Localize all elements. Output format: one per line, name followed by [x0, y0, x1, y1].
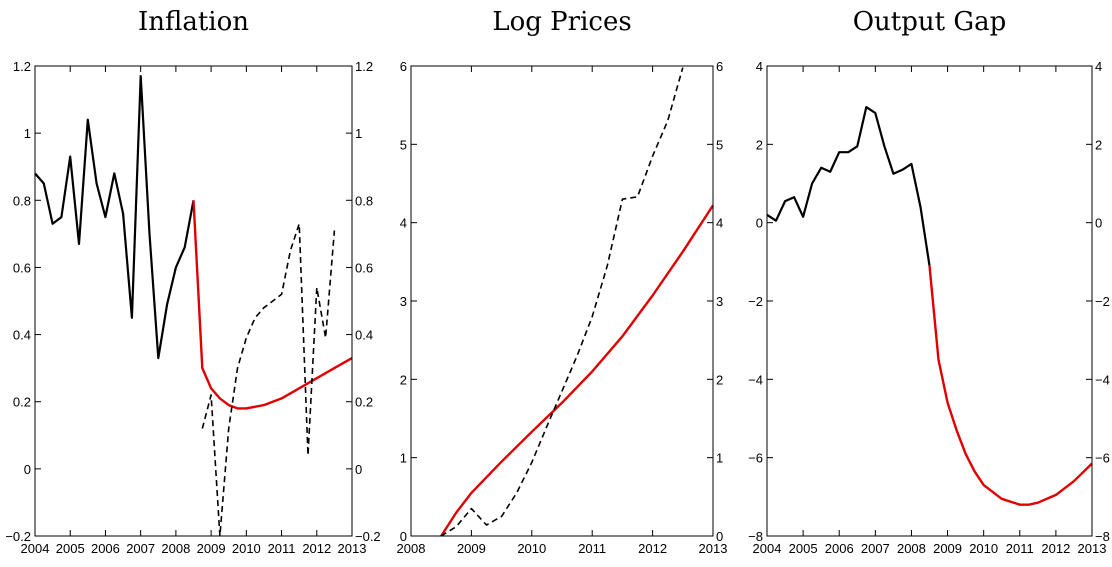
output-gap-y-tick-label-left: 4	[756, 59, 763, 74]
inflation-y-tick-label-right: −0.2	[355, 529, 381, 544]
log-prices-y-tick-label-right: 6	[716, 59, 723, 74]
log-prices-y-tick-label-right: 5	[716, 137, 723, 152]
inflation-y-tick-label-left: 0.4	[13, 328, 31, 343]
log-prices-x-tick-label: 2013	[699, 541, 728, 556]
output-gap-x-tick-label: 2009	[933, 541, 962, 556]
inflation-y-tick-label-left: 1	[24, 126, 31, 141]
inflation-y-tick-label-left: 1.2	[13, 59, 31, 74]
inflation-panel: Inflation 2004 2005 2006 2007 2008 2009 2010 201…	[5, 7, 380, 556]
inflation-x-tick-label: 2004	[21, 541, 50, 556]
log-prices-y-tick-label-left: 2	[400, 372, 407, 387]
output-gap-axes-box	[766, 65, 1093, 537]
inflation-x-tick-label: 2010	[232, 541, 261, 556]
log-prices-title: Log Prices	[492, 7, 631, 37]
log-prices-y-tick-label-left: 1	[400, 451, 407, 466]
inflation-dashed-series-line	[201, 223, 336, 537]
output-gap-x-tick-label: 2006	[825, 541, 854, 556]
inflation-y-tick-label-left: 0	[24, 462, 31, 477]
output-gap-y-tick-label-right: −6	[1095, 451, 1110, 466]
inflation-axes-box	[34, 65, 353, 537]
inflation-x-tick-label: 2008	[161, 541, 190, 556]
output-gap-y-tick-label-right: −4	[1095, 372, 1110, 387]
inflation-y-tick-label-right: 1	[355, 126, 362, 141]
output-gap-x-tick-label: 2011	[1006, 541, 1034, 556]
output-gap-title: Output Gap	[853, 7, 1007, 37]
output-gap-red-series-line	[928, 265, 1093, 506]
output-gap-y-tick-label-right: 0	[1095, 216, 1102, 231]
inflation-x-tick-label: 2012	[302, 541, 331, 556]
output-gap-y-tick-label-left: 2	[756, 137, 763, 152]
inflation-y-tick-label-right: 0	[355, 462, 362, 477]
log-prices-axes-box	[410, 65, 714, 537]
output-gap-y-tick-label-left: −6	[748, 451, 763, 466]
inflation-x-tick-label: 2005	[56, 541, 85, 556]
log-prices-x-tick-label: 2010	[517, 541, 546, 556]
log-prices-y-tick-label-right: 2	[716, 372, 723, 387]
inflation-y-tick-label-right: 0.4	[355, 328, 373, 343]
output-gap-x-tick-label: 2004	[753, 541, 782, 556]
output-gap-x-tick-label: 2012	[1041, 541, 1070, 556]
output-gap-y-tick-label-left: 0	[756, 216, 763, 231]
inflation-x-tick-label: 2013	[338, 541, 367, 556]
output-gap-y-tick-label-right: −2	[1095, 294, 1110, 309]
log-prices-y-tick-label-left: 0	[400, 529, 407, 544]
output-gap-x-tick-label: 2010	[969, 541, 998, 556]
inflation-y-tick-label-right: 0.6	[355, 260, 373, 275]
output-gap-y-tick-label-left: −2	[748, 294, 763, 309]
output-gap-black-series-line	[766, 105, 931, 266]
output-gap-y-tick-label-right: −8	[1095, 529, 1110, 544]
output-gap-y-tick-label-left: −4	[748, 372, 763, 387]
log-prices-y-tick-label-right: 0	[716, 529, 723, 544]
output-gap-x-tick-label: 2013	[1078, 541, 1107, 556]
inflation-y-tick-label-left: −0.2	[5, 529, 31, 544]
log-prices-x-tick-label: 2012	[638, 541, 667, 556]
inflation-y-tick-label-right: 1.2	[355, 59, 373, 74]
output-gap-y-tick-label-right: 4	[1095, 59, 1102, 74]
log-prices-y-tick-label-right: 4	[716, 216, 723, 231]
log-prices-y-tick-label-left: 4	[400, 216, 407, 231]
inflation-y-tick-label-right: 0.2	[355, 395, 373, 410]
log-prices-y-tick-label-right: 3	[716, 294, 723, 309]
log-prices-y-tick-label-left: 6	[400, 59, 407, 74]
inflation-y-tick-label-right: 0.8	[355, 193, 373, 208]
output-gap-x-tick-label: 2008	[897, 541, 926, 556]
output-gap-x-tick-label: 2005	[789, 541, 818, 556]
log-prices-red-series-line	[440, 204, 715, 537]
inflation-x-tick-label: 2011	[268, 541, 296, 556]
log-prices-x-tick-label: 2008	[397, 541, 426, 556]
output-gap-y-tick-label-right: 2	[1095, 137, 1102, 152]
inflation-black-series-line	[34, 74, 195, 360]
inflation-y-tick-label-left: 0.2	[13, 395, 31, 410]
log-prices-y-tick-label-left: 3	[400, 294, 407, 309]
inflation-x-tick-label: 2009	[197, 541, 226, 556]
inflation-title: Inflation	[138, 7, 249, 37]
log-prices-y-tick-label-right: 1	[716, 451, 723, 466]
inflation-red-series-line	[192, 200, 353, 410]
inflation-y-tick-label-left: 0.6	[13, 260, 31, 275]
inflation-x-tick-label: 2006	[91, 541, 120, 556]
log-prices-y-tick-label-left: 5	[400, 137, 407, 152]
output-gap-x-tick-label: 2007	[861, 541, 890, 556]
log-prices-dashed-series-line	[440, 67, 684, 537]
log-prices-x-tick-label: 2011	[578, 541, 606, 556]
inflation-x-tick-label: 2007	[126, 541, 155, 556]
inflation-y-tick-label-left: 0.8	[13, 193, 31, 208]
log-prices-x-tick-label: 2009	[457, 541, 486, 556]
output-gap-y-tick-label-left: −8	[748, 529, 763, 544]
